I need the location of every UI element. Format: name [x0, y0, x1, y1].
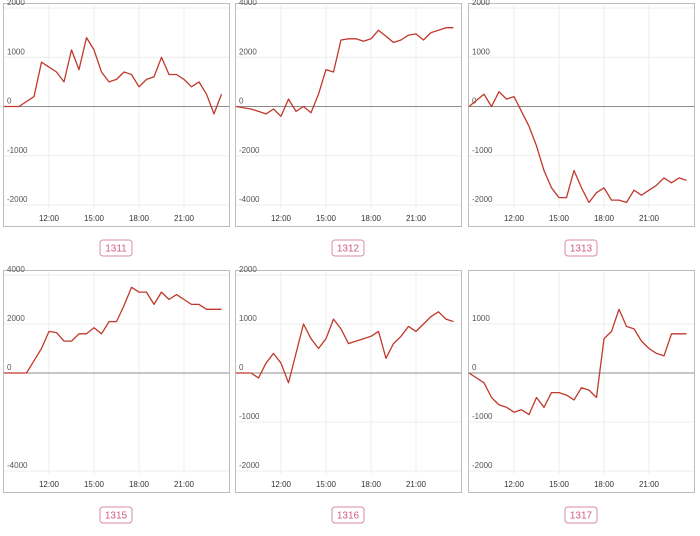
- y-tick-label: -2000: [7, 195, 28, 204]
- x-tick-label: 21:00: [639, 214, 660, 223]
- panel-frame: [468, 3, 695, 227]
- x-tick-label: 15:00: [84, 480, 105, 489]
- chart-panel-1313: 2000 1000 0 -1000 -2000 12:00 15:00 18:00 21:00 1…: [468, 0, 695, 257]
- x-tick-label: 12:00: [271, 214, 292, 223]
- title-badge: [331, 239, 365, 257]
- y-tick-label: 0: [239, 363, 244, 372]
- x-tick-label: 15:00: [84, 214, 105, 223]
- x-tick-label: 18:00: [594, 480, 615, 489]
- x-tick-label: 12:00: [39, 480, 60, 489]
- y-tick-label: 0: [7, 97, 12, 106]
- y-tick-label: 1000: [472, 314, 490, 323]
- x-tick-label: 21:00: [406, 214, 427, 223]
- y-tick-label: 2000: [239, 265, 257, 274]
- y-tick-label: -1000: [7, 146, 28, 155]
- x-tick-label: 21:00: [406, 480, 427, 489]
- y-tick-label: 4000: [7, 265, 25, 274]
- panel-frame: [235, 3, 462, 227]
- y-tick-label: 2000: [239, 47, 257, 56]
- x-tick-label: 21:00: [639, 480, 660, 489]
- x-tick-label: 18:00: [361, 480, 382, 489]
- x-tick-label: 21:00: [174, 480, 195, 489]
- panel-frame: [3, 3, 230, 227]
- x-tick-label: 18:00: [129, 480, 150, 489]
- series-line: [4, 36, 223, 115]
- title-badge: [564, 506, 598, 524]
- title-badge: [564, 239, 598, 257]
- y-tick-label: 0: [7, 363, 12, 372]
- chart-title: 1311: [105, 244, 127, 255]
- series-line: [236, 311, 454, 384]
- series-line: [4, 286, 222, 374]
- x-tick-label: 15:00: [316, 480, 337, 489]
- chart-panel-1315: 4000 2000 0 -4000 12:00 15:00 18:00 21:00 1315: [3, 265, 230, 524]
- y-tick-label: -4000: [7, 461, 28, 470]
- y-tick-label: -2000: [472, 461, 493, 470]
- x-tick-label: 18:00: [361, 214, 382, 223]
- panel-frame: [235, 270, 462, 493]
- chart-title: 1317: [570, 511, 593, 522]
- chart-panel-1311: 2000 1000 0 -1000 -2000 12:00 15:00 18:00 21:00 1…: [3, 0, 230, 257]
- series-line: [468, 308, 687, 416]
- y-tick-label: 0: [472, 97, 477, 106]
- y-tick-label: -2000: [472, 195, 493, 204]
- x-tick-label: 12:00: [504, 214, 525, 223]
- y-tick-label: -2000: [239, 146, 260, 155]
- y-tick-label: 0: [472, 363, 477, 372]
- x-tick-label: 21:00: [174, 214, 195, 223]
- panel-frame: [468, 270, 695, 493]
- y-tick-label: 1000: [7, 47, 25, 56]
- y-tick-label: 2000: [7, 0, 25, 7]
- series-line: [468, 91, 687, 204]
- title-badge: [99, 239, 133, 257]
- chart-title: 1313: [570, 244, 593, 255]
- title-badge: [331, 506, 365, 524]
- chart-panel-1312: 4000 2000 0 -2000 -4000 12:00 15:00 18:00 21:00 1…: [235, 0, 462, 257]
- x-tick-label: 15:00: [549, 480, 570, 489]
- x-tick-label: 15:00: [316, 214, 337, 223]
- y-tick-label: -4000: [239, 195, 260, 204]
- y-tick-label: 2000: [472, 0, 490, 7]
- y-tick-label: 4000: [239, 0, 257, 7]
- title-badge: [99, 506, 133, 524]
- chart-title: 1316: [337, 511, 360, 522]
- y-tick-label: 0: [239, 97, 244, 106]
- x-tick-label: 12:00: [271, 480, 292, 489]
- x-tick-label: 12:00: [504, 480, 525, 489]
- y-tick-label: -2000: [239, 461, 260, 470]
- chart-title: 1312: [337, 244, 360, 255]
- panel-frame: [3, 270, 230, 493]
- chart-panel-1317: 1000 0 -1000 -2000 12:00 15:00 18:00 21:00 1317: [468, 270, 695, 524]
- series-line: [235, 27, 454, 117]
- x-tick-label: 15:00: [549, 214, 570, 223]
- y-tick-label: 1000: [472, 47, 490, 56]
- y-tick-label: -1000: [472, 412, 493, 421]
- chart-panel-1316: 2000 1000 0 -1000 -2000 12:00 15:00 18:00 21:00 1…: [235, 265, 462, 524]
- x-tick-label: 18:00: [129, 214, 150, 223]
- x-tick-label: 12:00: [39, 214, 60, 223]
- x-tick-label: 18:00: [594, 214, 615, 223]
- y-tick-label: -1000: [472, 146, 493, 155]
- y-tick-label: 2000: [7, 314, 25, 323]
- y-tick-label: 1000: [239, 314, 257, 323]
- y-tick-label: -1000: [239, 412, 260, 421]
- chart-title: 1315: [105, 511, 128, 522]
